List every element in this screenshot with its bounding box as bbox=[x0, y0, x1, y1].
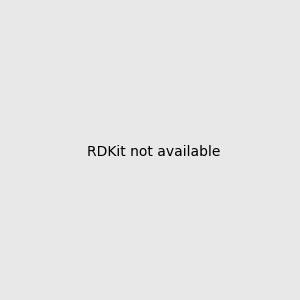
Text: RDKit not available: RDKit not available bbox=[87, 145, 220, 158]
